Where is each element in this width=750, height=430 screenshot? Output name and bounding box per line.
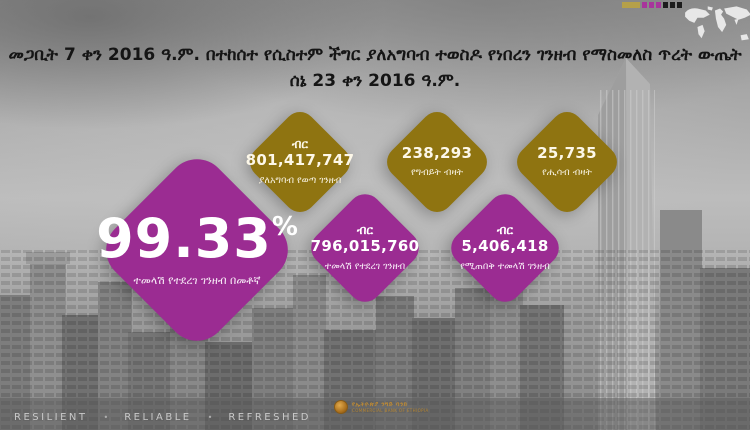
highlight-value: 99.33	[96, 207, 272, 270]
stat-diamond-transaction-count: 238,293 የግብይት ብዛት	[375, 100, 499, 224]
stat-value: 801,417,747	[245, 150, 355, 169]
stat-diamond-expected-return: ብር 5,406,418 የሚጠበቅ ተመላሽ ገንዘብ	[440, 183, 570, 313]
tagline-refreshed: REFRESHED	[228, 412, 311, 423]
stat-label: የሒሳብ ብዛት	[542, 167, 592, 179]
bank-name-english: COMMERCIAL BANK OF ETHIOPIA	[352, 408, 429, 413]
stat-currency: ብር	[356, 222, 374, 237]
bank-logo: የኢትዮጵያ ንግድ ባንክ COMMERCIAL BANK OF ETHIOP…	[334, 400, 429, 414]
brand-color-strip	[622, 2, 682, 8]
stat-currency: ብር	[496, 222, 514, 237]
stat-diamond-returned-amount: ብር 796,015,760 ተመላሽ የተደረገ ገንዘብ	[300, 183, 430, 313]
title-line-2: ሰኔ 23 ቀን 2016 ዓ.ም.	[289, 71, 461, 91]
strip-magenta-segment	[649, 2, 654, 8]
stat-value: 238,293	[401, 143, 473, 162]
highlight-diamond: 99.33% ተመላሽ የተደረገ ገንዘብ በመቶኛ	[92, 145, 302, 355]
stat-label: የሚጠበቅ ተመላሽ ገንዘብ	[460, 260, 550, 272]
strip-magenta-segment	[642, 2, 647, 8]
stat-value: 5,406,418	[461, 236, 549, 255]
bank-logo-icon	[334, 400, 348, 414]
stat-label: ያለአግባብ የወጣ ገንዘብ	[258, 174, 342, 186]
strip-black-segment	[670, 2, 675, 8]
tagline-reliable: RELIABLE	[124, 412, 192, 423]
tagline-resilient: RESILIENT	[14, 412, 88, 423]
stat-label: ተመላሽ የተደረገ ገንዘብ	[324, 260, 406, 272]
tagline-separator: •	[103, 413, 109, 422]
percent-sign: %	[271, 212, 298, 242]
strip-black-segment	[663, 2, 668, 8]
strip-gold-segment	[622, 2, 640, 8]
stat-label: የግብይት ብዛት	[410, 167, 464, 179]
world-map-icon	[685, 6, 750, 41]
footer-tagline: RESILIENT • RELIABLE • REFRESHED	[14, 412, 311, 423]
stat-diamond-withdrawn-amount: ብር 801,417,747 ያለአግባብ የወጣ ገንዘብ	[238, 100, 362, 224]
stat-diamond-account-count: 25,735 የሒሳብ ብዛት	[505, 100, 629, 224]
stat-value: 25,735	[537, 143, 597, 162]
slide-title: መጋቢት 7 ቀን 2016 ዓ.ም. በተከሰተ የሲስተም ችግር ያለአግ…	[0, 42, 750, 94]
stat-value: 796,015,760	[310, 236, 420, 255]
tagline-separator: •	[207, 413, 213, 422]
strip-black-segment	[677, 2, 682, 8]
strip-magenta-segment	[656, 2, 661, 8]
highlight-label: ተመላሽ የተደረገ ገንዘብ በመቶኛ	[133, 274, 261, 287]
highlight-percentage: 99.33%	[96, 212, 298, 266]
title-line-1: መጋቢት 7 ቀን 2016 ዓ.ም. በተከሰተ የሲስተም ችግር ያለአግ…	[8, 45, 742, 65]
bank-name-amharic: የኢትዮጵያ ንግድ ባንክ	[352, 401, 408, 408]
stat-currency: ብር	[291, 136, 309, 151]
